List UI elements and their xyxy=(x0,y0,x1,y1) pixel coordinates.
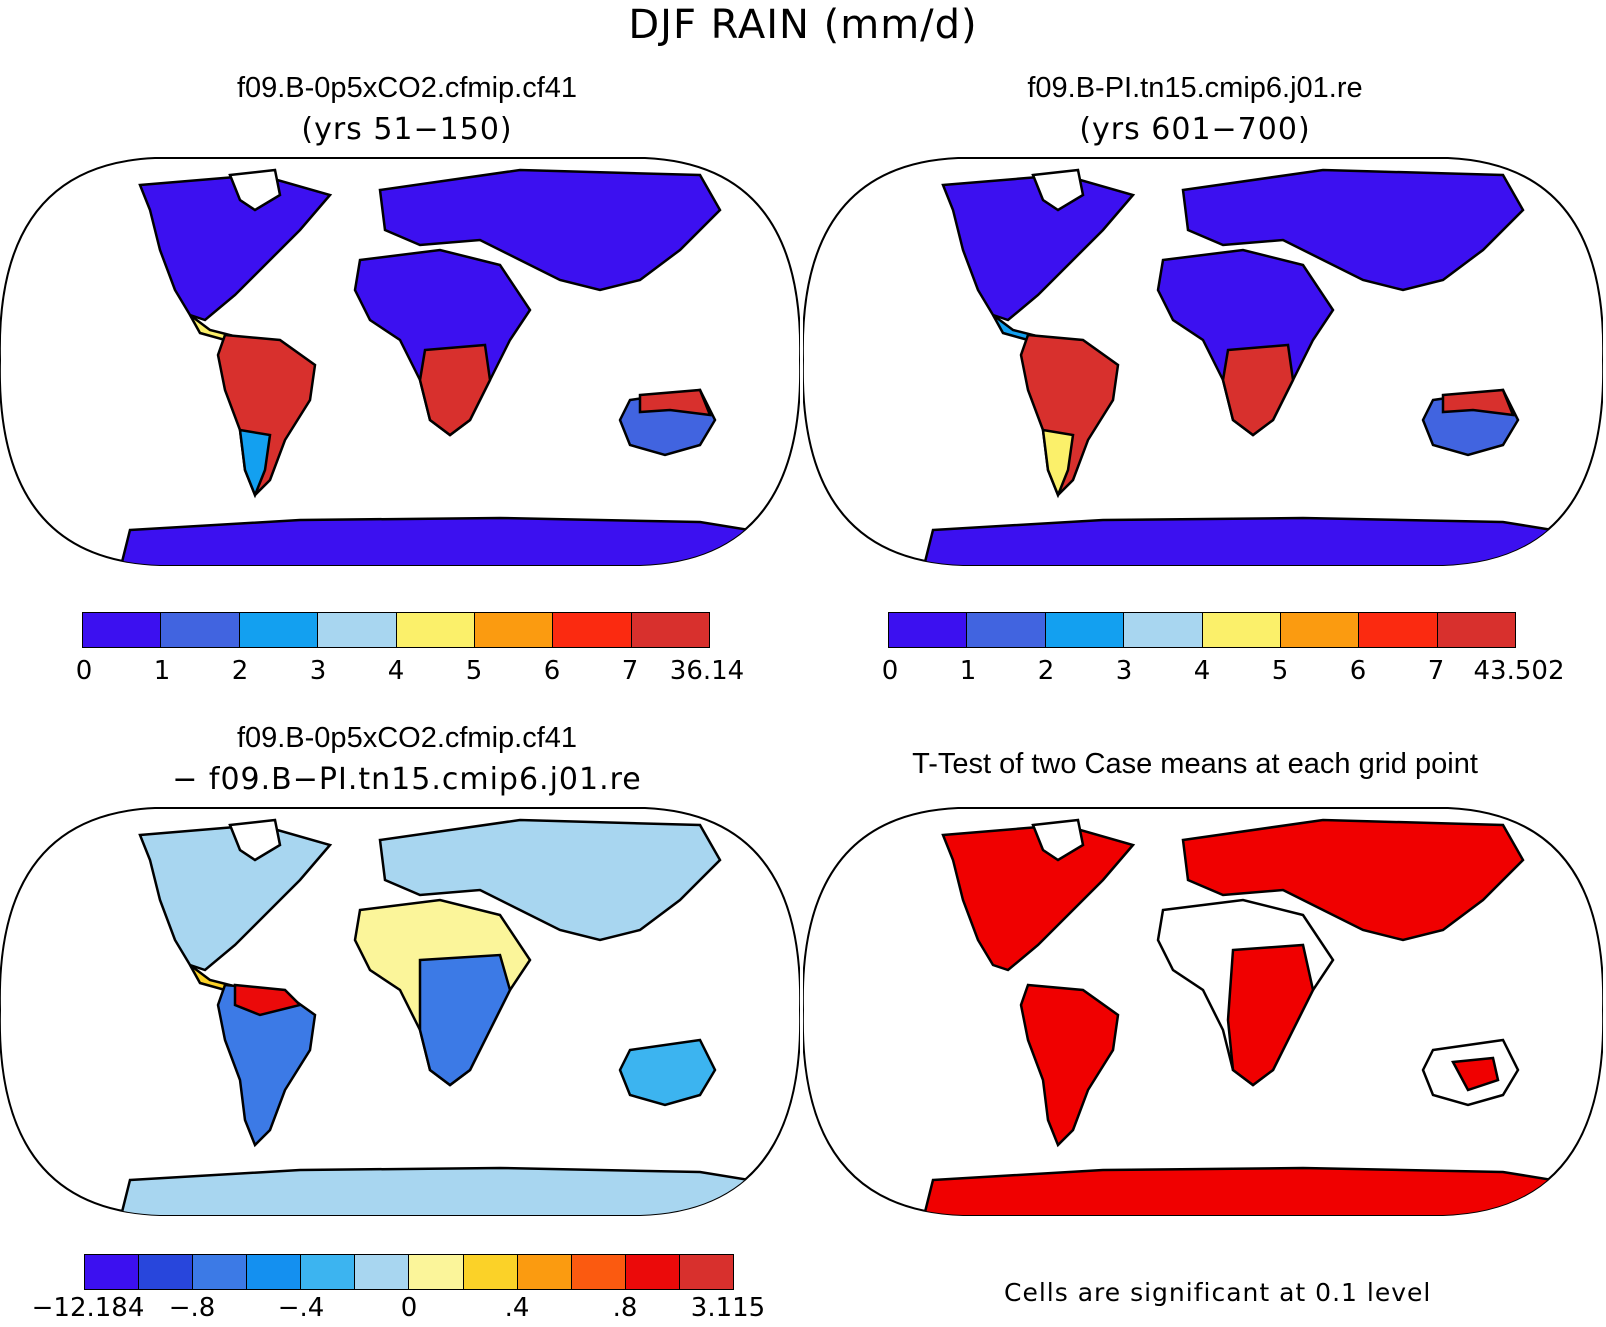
colorbar-case1 xyxy=(82,612,710,648)
colorbar-cell xyxy=(1124,613,1203,647)
colorbar-cell xyxy=(1359,613,1438,647)
colorbar-label: 6 xyxy=(543,656,561,686)
colorbar-cell xyxy=(83,613,162,647)
colorbar-cell xyxy=(967,613,1046,647)
colorbar-cell xyxy=(85,1255,140,1289)
colorbar-label: 2 xyxy=(1037,656,1055,686)
colorbar-label: 3 xyxy=(1115,656,1133,686)
colorbar-cell xyxy=(571,1255,626,1289)
colorbar-label: 7 xyxy=(621,656,639,686)
colorbar-label: 7 xyxy=(1427,656,1445,686)
colorbar-label: 2 xyxy=(231,656,249,686)
south-america xyxy=(216,333,317,498)
colorbar-label: 0 xyxy=(75,656,93,686)
colorbar-label: −.8 xyxy=(168,1293,216,1323)
colorbar-cell xyxy=(139,1255,194,1289)
colorbar-label: 4 xyxy=(1193,656,1211,686)
colorbar-label: 3.115 xyxy=(690,1293,766,1323)
africa-south xyxy=(418,343,492,437)
colorbar-cell xyxy=(1045,613,1125,647)
colorbar-case2 xyxy=(888,612,1516,648)
map-case1 xyxy=(0,157,800,566)
colorbar-cell xyxy=(631,613,709,647)
colorbar-cell xyxy=(889,613,968,647)
antarctica xyxy=(118,516,782,565)
panel-case2-subtitle: (yrs 601−700) xyxy=(1079,112,1311,147)
colorbar-label: .4 xyxy=(504,1293,530,1323)
colorbar-cell xyxy=(161,613,240,647)
colorbar-cell xyxy=(193,1255,248,1289)
colorbar-cell xyxy=(517,1255,572,1289)
colorbar-cell xyxy=(1437,613,1515,647)
panel-ttest-title: T-Test of two Case means at each grid po… xyxy=(912,748,1478,780)
colorbar-label: 4 xyxy=(387,656,405,686)
colorbar-cell xyxy=(474,613,554,647)
colorbar-cell xyxy=(355,1255,410,1289)
panel-diff-title: f09.B-0p5xCO2.cfmip.cf41 xyxy=(236,722,578,754)
colorbar-cell xyxy=(247,1255,302,1289)
colorbar-label: 0 xyxy=(881,656,899,686)
colorbar-label: 1 xyxy=(959,656,977,686)
north-america xyxy=(138,173,333,322)
colorbar-cell xyxy=(396,613,475,647)
colorbar-label: −.4 xyxy=(277,1293,325,1323)
ttest-footnote: Cells are significant at 0.1 level xyxy=(1004,1278,1432,1307)
colorbar-cell xyxy=(318,613,397,647)
colorbar-cell xyxy=(463,1255,518,1289)
colorbar-cell xyxy=(1202,613,1281,647)
australia-north xyxy=(638,388,712,417)
south-america-south xyxy=(238,428,272,499)
map-case2 xyxy=(803,157,1603,566)
colorbar-label: 0 xyxy=(400,1293,418,1323)
greenland xyxy=(228,168,282,212)
panel-case2-title: f09.B-PI.tn15.cmip6.j01.re xyxy=(1027,72,1363,104)
colorbar-cell xyxy=(625,1255,680,1289)
colorbar-label: 6 xyxy=(1349,656,1367,686)
panel-diff-subtitle: − f09.B−PI.tn15.cmip6.j01.re xyxy=(172,762,642,797)
panel-case1-subtitle: (yrs 51−150) xyxy=(301,112,513,147)
colorbar-label: 1 xyxy=(153,656,171,686)
colorbar-cell xyxy=(679,1255,733,1289)
colorbar-cell xyxy=(553,613,632,647)
colorbar-cell xyxy=(301,1255,356,1289)
colorbar-label: .8 xyxy=(612,1293,638,1323)
colorbar-label: 5 xyxy=(465,656,483,686)
colorbar-cell xyxy=(409,1255,464,1289)
colorbar-diff xyxy=(84,1254,734,1290)
map-ttest xyxy=(803,807,1603,1216)
colorbar-cell xyxy=(239,613,319,647)
colorbar-cell xyxy=(1280,613,1360,647)
panel-case1-title: f09.B-0p5xCO2.cfmip.cf41 xyxy=(236,72,578,104)
colorbar-label: −12.184 xyxy=(31,1293,145,1323)
colorbar-label: 5 xyxy=(1271,656,1289,686)
colorbar-label: 43.502 xyxy=(1473,656,1565,686)
colorbar-label: 36.14 xyxy=(669,656,745,686)
colorbar-label: 3 xyxy=(309,656,327,686)
europe-asia xyxy=(378,168,722,292)
map-diff xyxy=(0,807,800,1216)
main-title: DJF RAIN (mm/d) xyxy=(628,2,978,48)
